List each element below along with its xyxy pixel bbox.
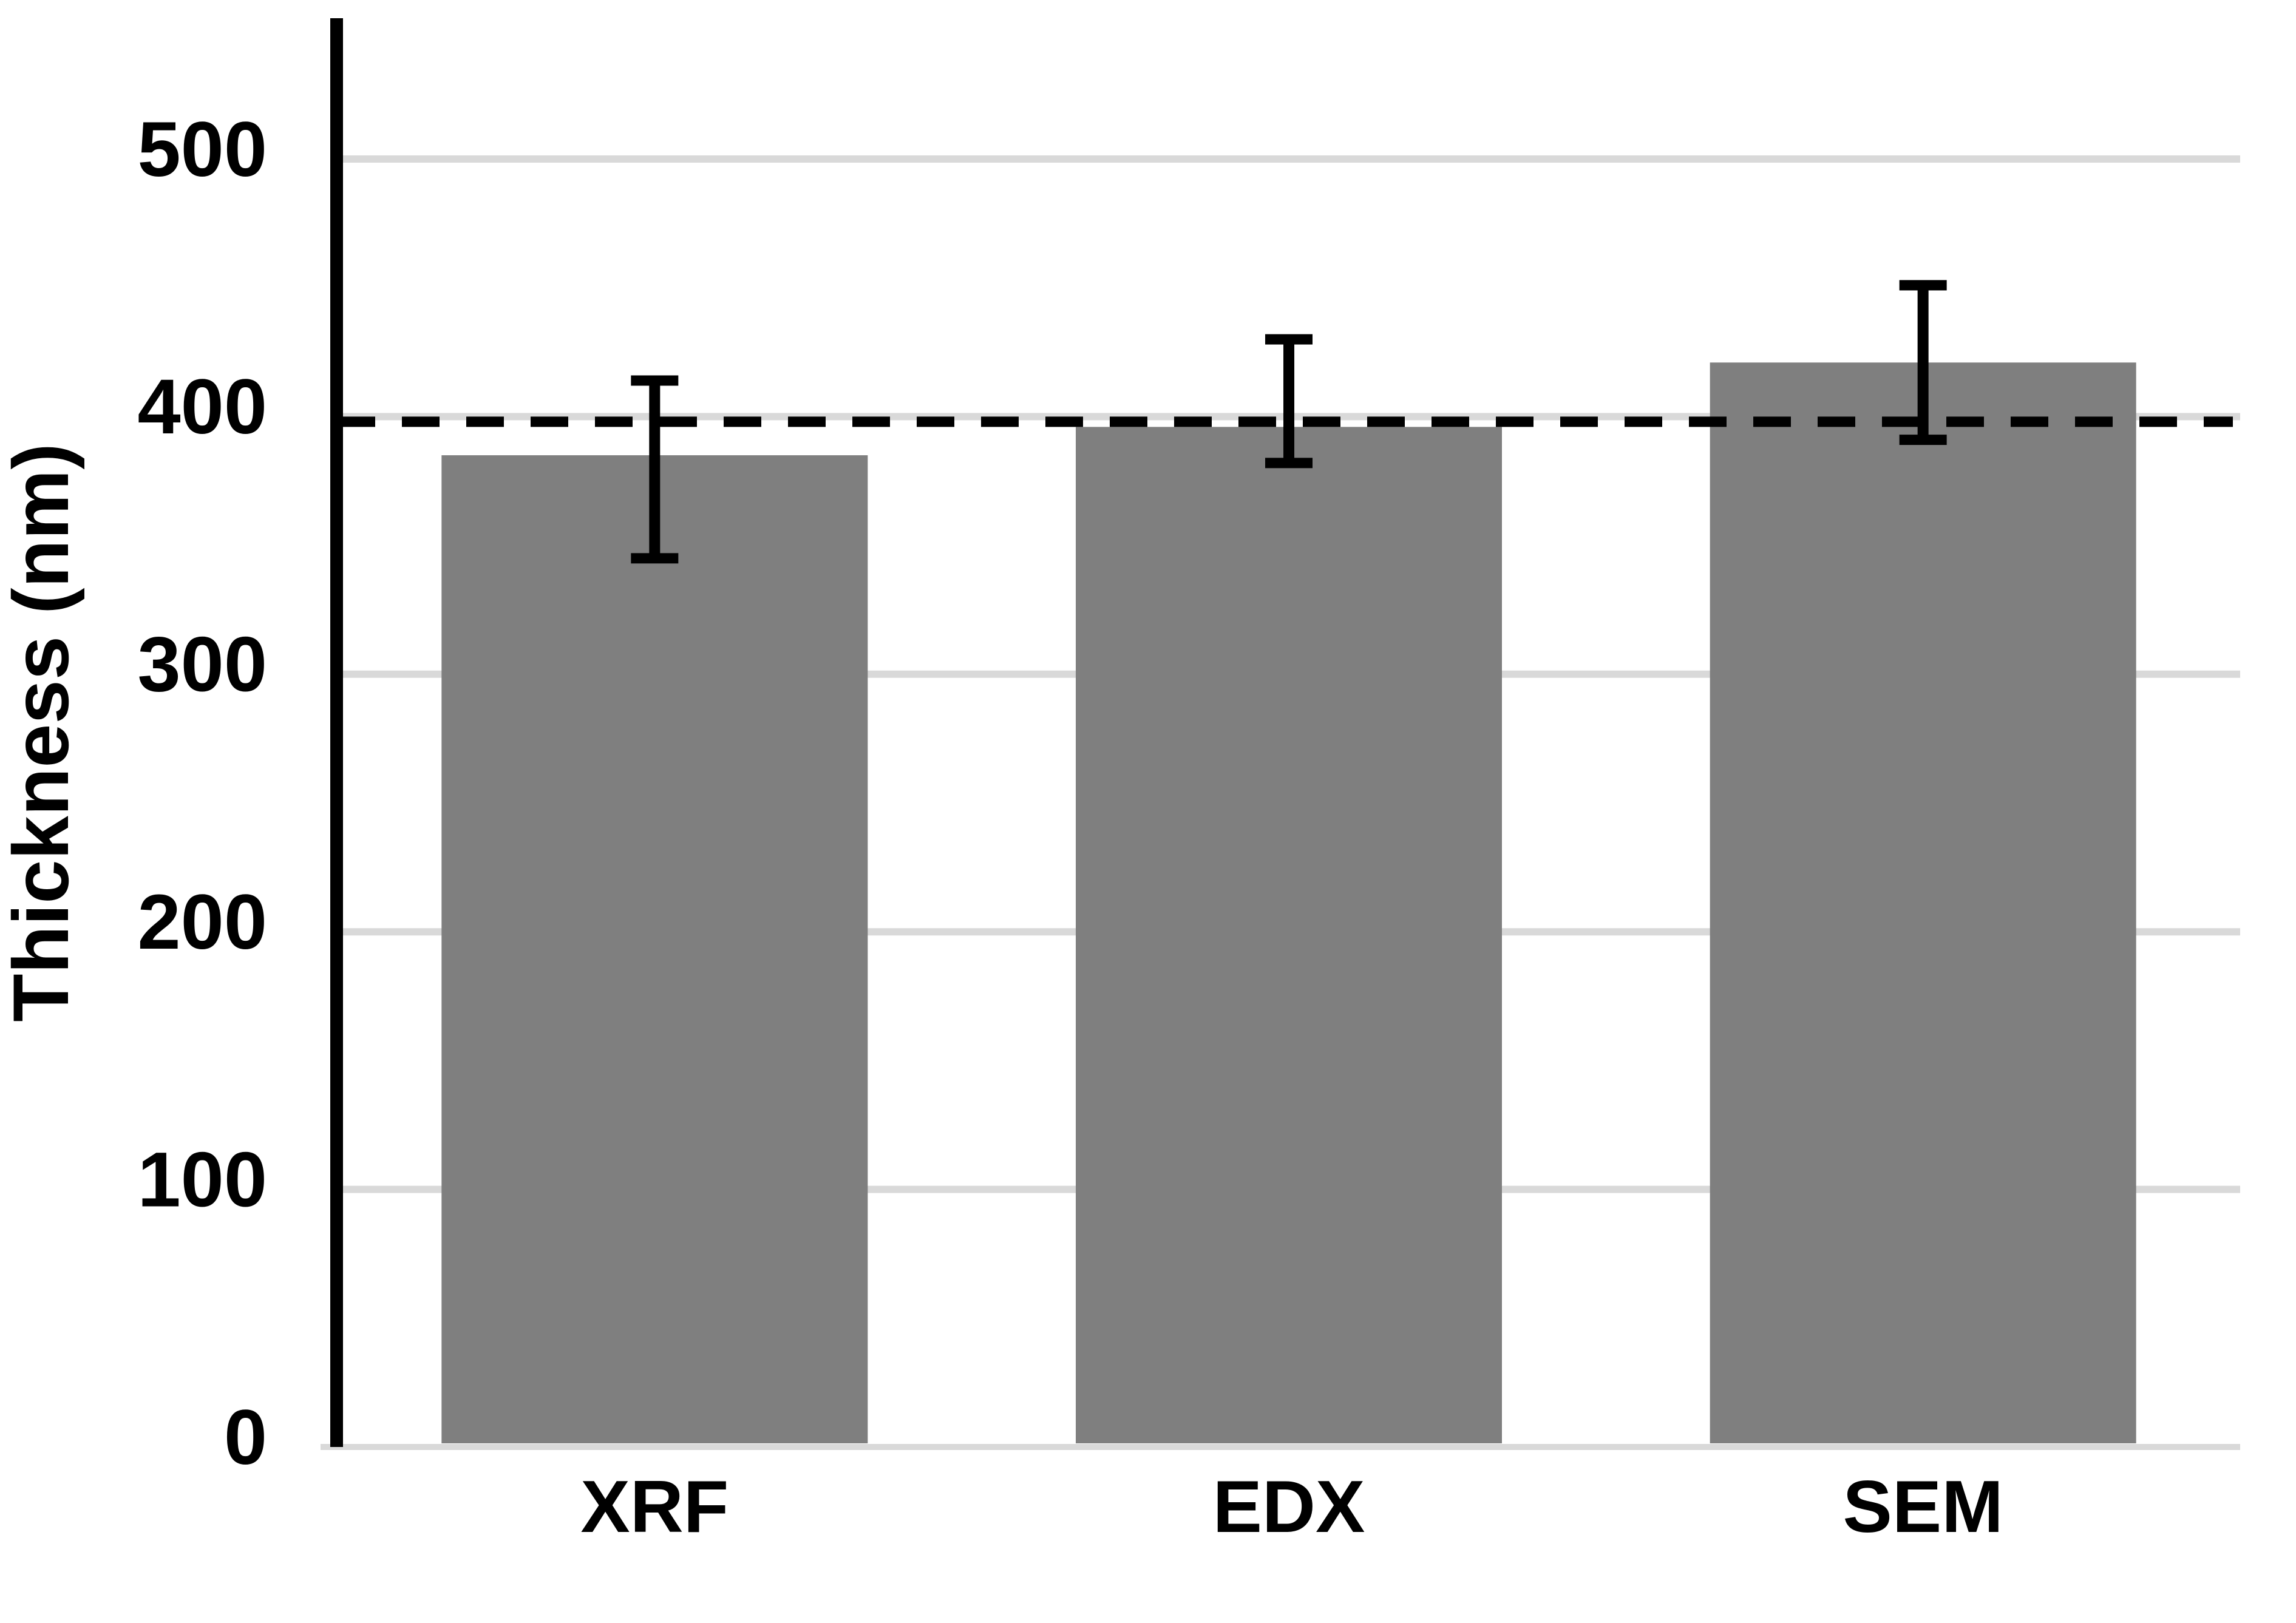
y-tick-label-0: 0 xyxy=(224,1394,267,1481)
x-category-label-sem: SEM xyxy=(1843,1465,2003,1548)
y-axis-line xyxy=(330,18,343,1447)
error-bar-cap-top xyxy=(1899,280,1947,291)
error-bar-cap-top xyxy=(1265,334,1313,345)
y-tick-label-500: 500 xyxy=(137,106,267,193)
axis-layer xyxy=(330,18,343,1447)
error-bars-layer xyxy=(631,280,1947,564)
error-bar-cap-bottom xyxy=(1899,435,1947,446)
error-bar-sem xyxy=(1899,280,1947,446)
labels-layer: Thickness (nm) 0 100 200 300 400 500 XRF EDX SEM xyxy=(0,106,2003,1548)
y-axis-title: Thickness (nm) xyxy=(0,443,85,1022)
y-tick-label-200: 200 xyxy=(137,879,267,966)
bars-layer xyxy=(441,362,2136,1443)
bar-edx xyxy=(1076,427,1502,1443)
x-category-label-xrf: XRF xyxy=(580,1465,729,1548)
error-bar-edx xyxy=(1265,334,1313,469)
y-tick-label-100: 100 xyxy=(137,1136,267,1223)
y-tick-label-400: 400 xyxy=(137,364,267,450)
error-bar-cap-top xyxy=(631,375,679,386)
error-bar-cap-bottom xyxy=(631,553,679,564)
x-category-label-edx: EDX xyxy=(1213,1465,1365,1548)
error-bar-xrf xyxy=(631,375,679,564)
bar-xrf xyxy=(441,455,868,1443)
error-bar-cap-bottom xyxy=(1265,458,1313,469)
y-tick-label-300: 300 xyxy=(137,622,267,708)
bar-sem xyxy=(1710,362,2136,1443)
